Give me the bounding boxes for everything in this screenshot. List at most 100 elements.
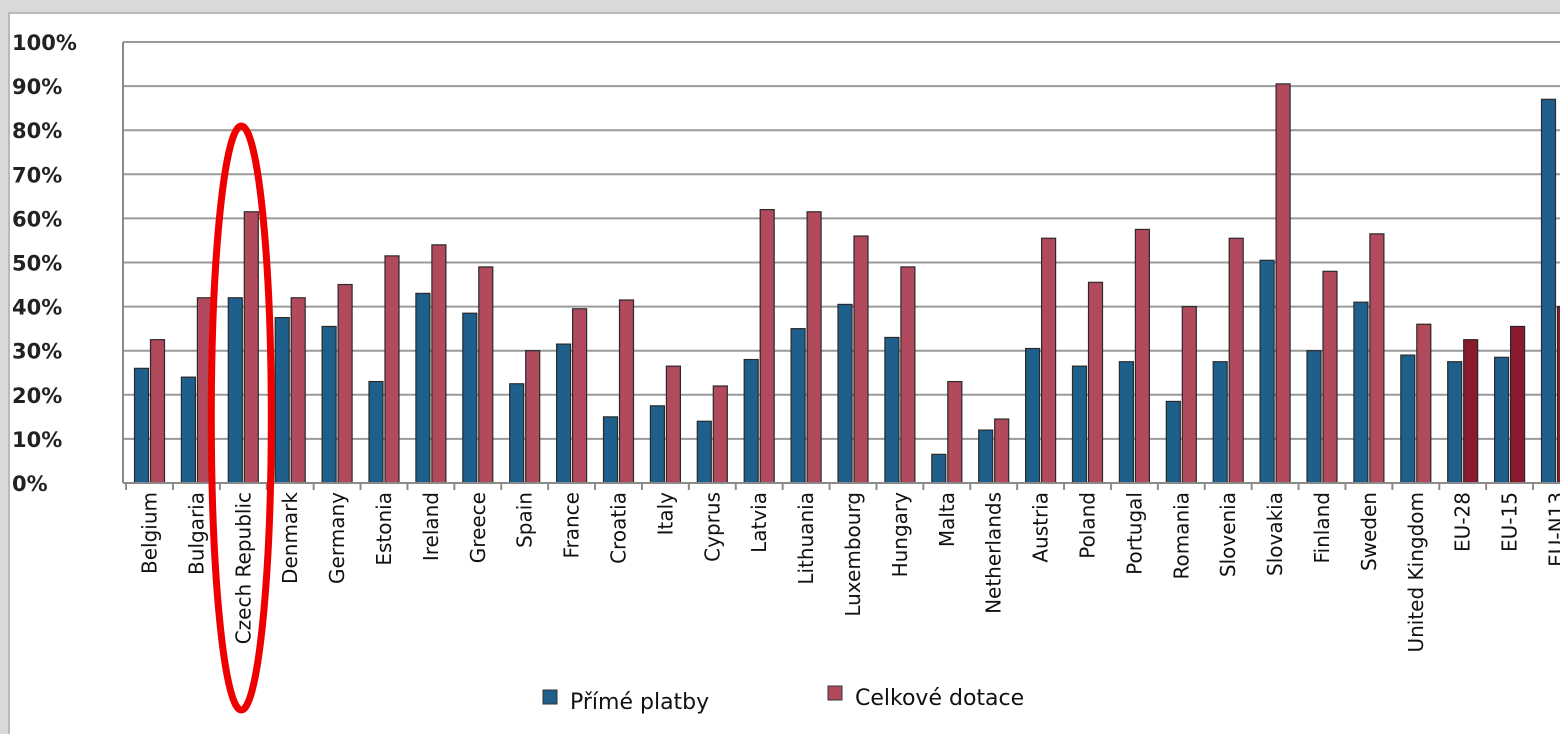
- bar-celkove-dotace: [1042, 238, 1056, 483]
- category-label: Denmark: [278, 492, 302, 584]
- bars-layer: [135, 84, 1560, 483]
- category-label: United Kingdom: [1404, 492, 1428, 653]
- y-tick-label: 40%: [12, 296, 62, 320]
- legend-swatch-series-2: [828, 686, 842, 700]
- category-label: Greece: [466, 492, 490, 563]
- bar-prime-platby: [885, 337, 899, 483]
- y-tick-label: 90%: [12, 75, 62, 99]
- bar-prime-platby: [650, 406, 664, 483]
- category-label: Slovenia: [1216, 492, 1240, 577]
- bar-prime-platby: [1026, 348, 1040, 483]
- y-tick-label: 20%: [12, 384, 62, 408]
- bar-prime-platby: [1542, 99, 1556, 483]
- bar-prime-platby: [1260, 260, 1274, 483]
- bar-celkove-dotace: [1370, 234, 1384, 483]
- bar-celkove-dotace: [151, 340, 165, 483]
- bar-prime-platby: [932, 454, 946, 483]
- category-label: Bulgaria: [184, 492, 208, 575]
- bar-celkove-dotace: [385, 256, 399, 483]
- category-label: Croatia: [607, 492, 631, 564]
- bar-prime-platby: [1073, 366, 1087, 483]
- bar-prime-platby: [135, 368, 149, 483]
- category-label: Hungary: [888, 492, 912, 578]
- bar-prime-platby: [1166, 401, 1180, 483]
- bar-prime-platby: [275, 318, 289, 483]
- category-label: Luxembourg: [841, 492, 865, 617]
- bar-celkove-dotace: [573, 309, 587, 483]
- category-label: Italy: [653, 492, 677, 536]
- y-tick-label: 0%: [12, 472, 48, 496]
- category-label: Cyprus: [700, 492, 724, 562]
- y-tick-label: 70%: [12, 163, 62, 187]
- chart-frame: 0% 10% 20% 30% 40% 50% 60% 70% 80% 90% 100% Belgium…: [0, 0, 1560, 718]
- bar-celkove-dotace: [1417, 324, 1431, 483]
- bar-prime-platby: [744, 360, 758, 483]
- bar-celkove-dotace: [1276, 84, 1290, 483]
- bar-prime-platby: [1401, 355, 1415, 483]
- bar-prime-platby: [838, 304, 852, 483]
- bar-celkove-dotace: [807, 212, 821, 483]
- category-label: Slovakia: [1263, 492, 1287, 576]
- chart-svg: 0% 10% 20% 30% 40% 50% 60% 70% 80% 90% 100% Belgium…: [0, 0, 1560, 718]
- bar-celkove-dotace: [244, 212, 258, 483]
- bar-celkove-dotace: [901, 267, 915, 483]
- y-tick-label: 50%: [12, 252, 62, 276]
- category-label: Finland: [1310, 492, 1334, 563]
- y-tick-label: 80%: [12, 119, 62, 143]
- bar-prime-platby: [1448, 362, 1462, 483]
- bar-prime-platby: [604, 417, 618, 483]
- bar-celkove-dotace: [1323, 271, 1337, 483]
- bar-prime-platby: [1495, 357, 1509, 483]
- category-label: Netherlands: [982, 492, 1006, 614]
- bar-celkove-dotace: [620, 300, 634, 483]
- bar-celkove-dotace: [760, 210, 774, 483]
- bar-prime-platby: [510, 384, 524, 483]
- bar-celkove-dotace: [995, 419, 1009, 483]
- category-label: Spain: [513, 492, 537, 548]
- category-label: Ireland: [419, 492, 443, 561]
- bar-celkove-dotace: [1464, 340, 1478, 483]
- bar-celkove-dotace: [432, 245, 446, 483]
- y-tick-label: 10%: [12, 428, 62, 452]
- category-label: Latvia: [747, 492, 771, 553]
- bar-celkove-dotace: [666, 366, 680, 483]
- bar-prime-platby: [1307, 351, 1321, 483]
- bar-celkove-dotace: [526, 351, 540, 483]
- bar-celkove-dotace: [854, 236, 868, 483]
- bar-prime-platby: [369, 382, 383, 483]
- bar-celkove-dotace: [1135, 229, 1149, 483]
- y-tick-label: 30%: [12, 340, 62, 364]
- category-label: Poland: [1076, 492, 1100, 559]
- bar-prime-platby: [697, 421, 711, 483]
- bar-prime-platby: [1354, 302, 1368, 483]
- bar-prime-platby: [557, 344, 571, 483]
- category-label: France: [560, 492, 584, 559]
- category-label: Austria: [1029, 492, 1053, 563]
- y-tick-label: 100%: [12, 31, 77, 55]
- bar-celkove-dotace: [291, 298, 305, 483]
- bar-celkove-dotace: [1229, 238, 1243, 483]
- legend-swatch-series-1: [543, 690, 557, 704]
- bar-prime-platby: [181, 377, 195, 483]
- category-label: Malta: [935, 492, 959, 547]
- bar-celkove-dotace: [1089, 282, 1103, 483]
- bar-prime-platby: [416, 293, 430, 483]
- category-label: Germany: [325, 492, 349, 584]
- bar-celkove-dotace: [1511, 326, 1525, 483]
- category-label: EU-N13: [1545, 492, 1560, 567]
- bar-prime-platby: [791, 329, 805, 483]
- y-tick-label: 60%: [12, 207, 62, 231]
- category-label: Belgium: [138, 492, 162, 574]
- bar-celkove-dotace: [948, 382, 962, 483]
- legend-layer: Přímé platby Celkové dotace: [543, 686, 1024, 715]
- bar-prime-platby: [463, 313, 477, 483]
- bar-celkove-dotace: [479, 267, 493, 483]
- bar-prime-platby: [1119, 362, 1133, 483]
- bar-prime-platby: [322, 326, 336, 483]
- category-label: Lithuania: [794, 492, 818, 585]
- bar-prime-platby: [1213, 362, 1227, 483]
- legend-label-series-1: Přímé platby: [570, 690, 709, 715]
- bar-celkove-dotace: [1182, 307, 1196, 483]
- bar-prime-platby: [228, 298, 242, 483]
- category-label: Sweden: [1357, 492, 1381, 571]
